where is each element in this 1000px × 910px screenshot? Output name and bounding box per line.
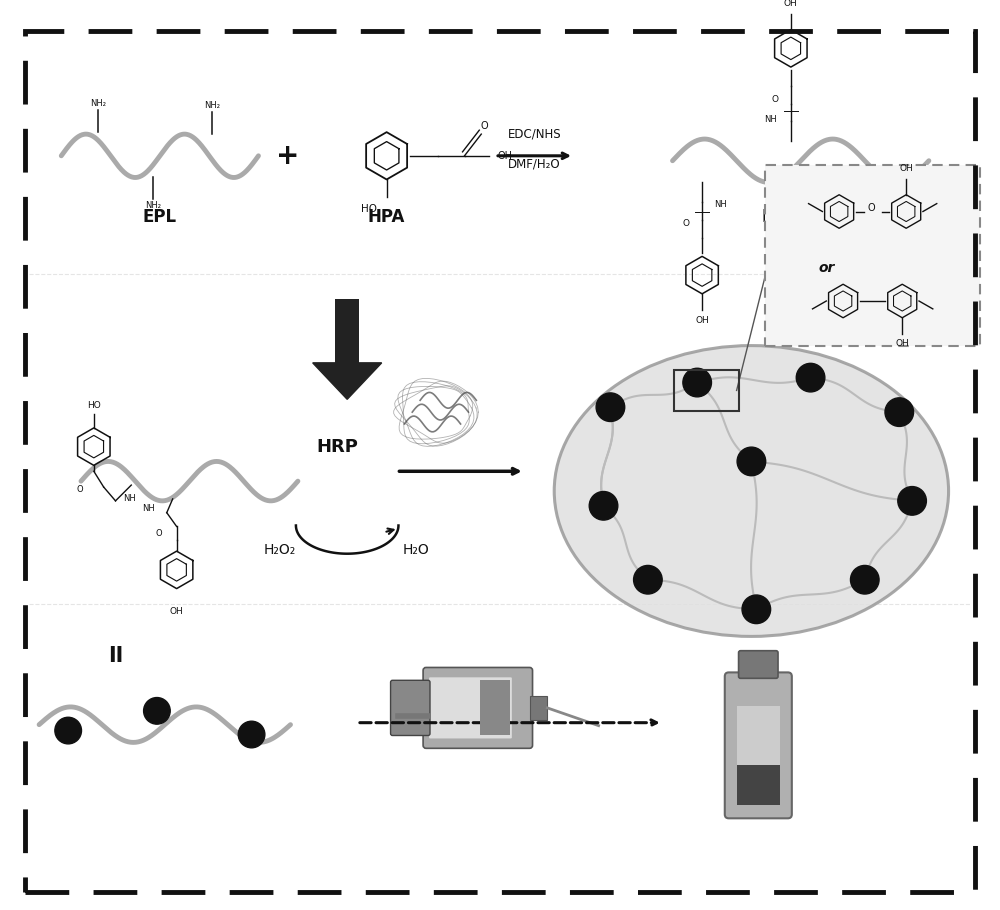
Text: NH₂: NH₂ <box>145 201 161 210</box>
Ellipse shape <box>554 346 949 636</box>
Text: O: O <box>77 485 83 494</box>
Text: H₂O₂: H₂O₂ <box>264 543 296 557</box>
Text: HO: HO <box>87 401 101 410</box>
Circle shape <box>144 698 170 724</box>
Circle shape <box>634 565 662 594</box>
FancyBboxPatch shape <box>423 667 533 748</box>
Text: NH₂: NH₂ <box>90 99 106 108</box>
Text: NH: NH <box>764 115 777 124</box>
Text: EPL: EPL <box>143 207 177 226</box>
FancyBboxPatch shape <box>429 677 512 738</box>
Text: EPL-HPA: EPL-HPA <box>762 207 840 226</box>
Circle shape <box>737 447 766 476</box>
Circle shape <box>55 717 81 743</box>
Text: O: O <box>868 203 875 213</box>
Text: EDC/NHS: EDC/NHS <box>508 127 561 141</box>
Text: OH: OH <box>873 314 886 322</box>
Text: NH: NH <box>714 199 727 208</box>
Text: II: II <box>108 645 123 665</box>
Text: O: O <box>860 217 867 227</box>
FancyBboxPatch shape <box>765 165 980 346</box>
FancyBboxPatch shape <box>725 672 792 818</box>
Text: +: + <box>276 142 300 170</box>
Circle shape <box>742 595 771 623</box>
Circle shape <box>683 369 711 397</box>
FancyBboxPatch shape <box>335 298 359 363</box>
Text: DMF/H₂O: DMF/H₂O <box>508 157 561 170</box>
FancyBboxPatch shape <box>391 681 430 735</box>
Text: NH₂: NH₂ <box>204 101 220 110</box>
FancyBboxPatch shape <box>737 706 780 804</box>
Text: HO: HO <box>361 204 377 214</box>
Circle shape <box>796 363 825 392</box>
Circle shape <box>885 398 914 427</box>
Circle shape <box>238 722 265 748</box>
Circle shape <box>589 491 618 521</box>
Text: OH: OH <box>899 164 913 173</box>
Circle shape <box>850 565 879 594</box>
Circle shape <box>898 487 926 515</box>
Text: HRP: HRP <box>316 438 358 456</box>
FancyBboxPatch shape <box>530 696 547 720</box>
Text: NH: NH <box>891 197 904 207</box>
Circle shape <box>596 393 625 421</box>
Text: OH: OH <box>170 607 184 616</box>
FancyBboxPatch shape <box>737 765 780 804</box>
Text: or: or <box>818 260 835 275</box>
Text: HPA: HPA <box>368 207 405 226</box>
FancyBboxPatch shape <box>480 681 510 735</box>
Text: H₂O: H₂O <box>403 543 430 557</box>
Text: OH: OH <box>784 0 798 8</box>
Text: O: O <box>772 96 779 104</box>
FancyBboxPatch shape <box>739 651 778 678</box>
Text: O: O <box>156 529 162 538</box>
Text: O: O <box>480 121 488 131</box>
Text: NH: NH <box>123 494 136 503</box>
Text: OH: OH <box>695 316 709 325</box>
Polygon shape <box>313 363 382 399</box>
Text: OH: OH <box>497 151 512 161</box>
Text: O: O <box>683 219 690 228</box>
Text: NH: NH <box>142 504 155 513</box>
Text: OH: OH <box>895 339 909 349</box>
